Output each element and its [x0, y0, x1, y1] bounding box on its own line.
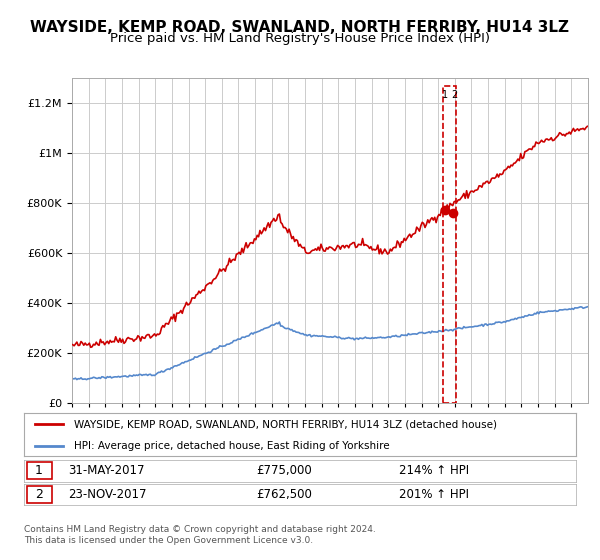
Text: WAYSIDE, KEMP ROAD, SWANLAND, NORTH FERRIBY, HU14 3LZ (detached house): WAYSIDE, KEMP ROAD, SWANLAND, NORTH FERR…	[74, 419, 497, 429]
Text: Price paid vs. HM Land Registry's House Price Index (HPI): Price paid vs. HM Land Registry's House …	[110, 32, 490, 45]
Text: 1: 1	[35, 464, 43, 478]
FancyBboxPatch shape	[27, 463, 52, 479]
Text: 1: 1	[442, 90, 448, 100]
Text: 2: 2	[35, 488, 43, 501]
Text: HPI: Average price, detached house, East Riding of Yorkshire: HPI: Average price, detached house, East…	[74, 441, 389, 451]
Text: Contains HM Land Registry data © Crown copyright and database right 2024.
This d: Contains HM Land Registry data © Crown c…	[24, 525, 376, 545]
Text: £762,500: £762,500	[256, 488, 312, 501]
Text: 2: 2	[452, 90, 458, 100]
Text: WAYSIDE, KEMP ROAD, SWANLAND, NORTH FERRIBY, HU14 3LZ: WAYSIDE, KEMP ROAD, SWANLAND, NORTH FERR…	[31, 20, 569, 35]
Text: 31-MAY-2017: 31-MAY-2017	[68, 464, 145, 478]
Text: 201% ↑ HPI: 201% ↑ HPI	[400, 488, 469, 501]
Bar	[443, 86, 455, 403]
Text: £775,000: £775,000	[256, 464, 311, 478]
Text: 23-NOV-2017: 23-NOV-2017	[68, 488, 146, 501]
Text: 214% ↑ HPI: 214% ↑ HPI	[400, 464, 469, 478]
FancyBboxPatch shape	[27, 486, 52, 503]
